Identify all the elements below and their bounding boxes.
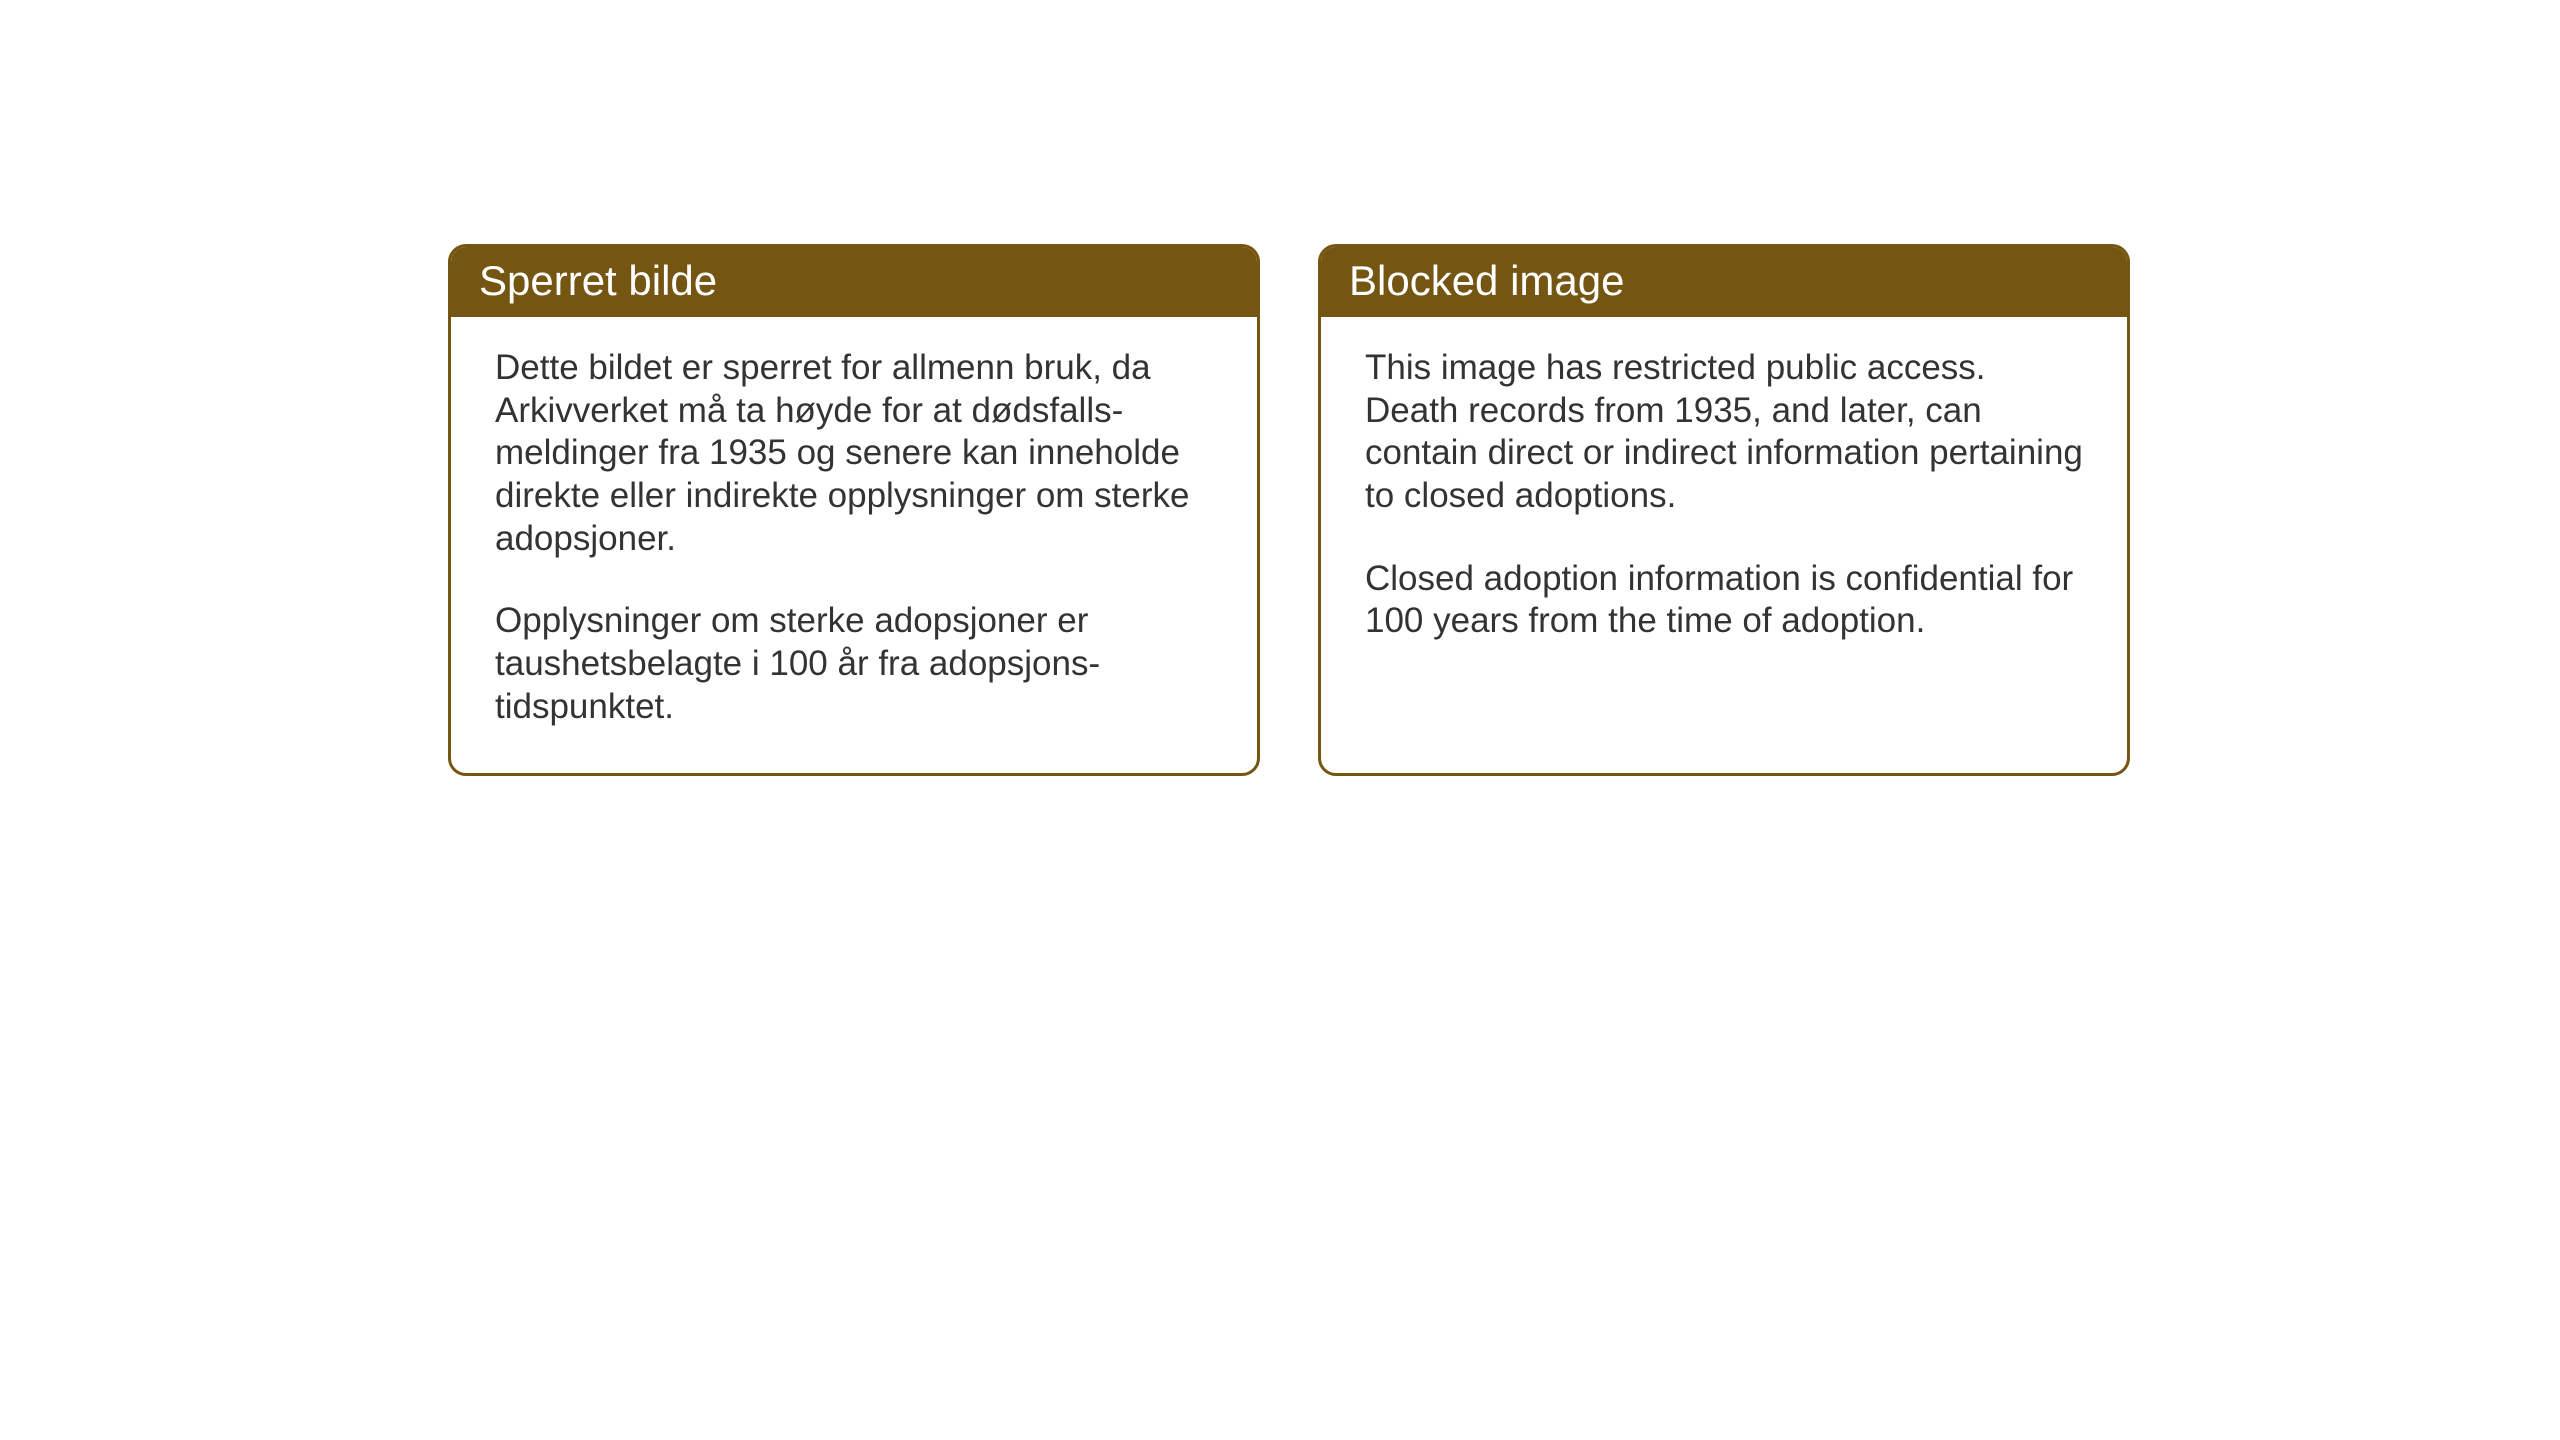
card-header-norwegian: Sperret bilde — [451, 247, 1257, 317]
card-body-norwegian: Dette bildet er sperret for allmenn bruk… — [451, 317, 1257, 773]
card-title: Blocked image — [1349, 257, 1624, 304]
notice-container: Sperret bilde Dette bildet er sperret fo… — [0, 0, 2560, 776]
notice-paragraph: Opplysninger om sterke adopsjoner er tau… — [495, 600, 1213, 728]
card-header-english: Blocked image — [1321, 247, 2127, 317]
card-body-english: This image has restricted public access.… — [1321, 317, 2127, 687]
card-title: Sperret bilde — [479, 257, 717, 304]
notice-paragraph: This image has restricted public access.… — [1365, 347, 2083, 518]
notice-paragraph: Dette bildet er sperret for allmenn bruk… — [495, 347, 1213, 560]
blocked-notice-card-english: Blocked image This image has restricted … — [1318, 244, 2130, 776]
blocked-notice-card-norwegian: Sperret bilde Dette bildet er sperret fo… — [448, 244, 1260, 776]
notice-paragraph: Closed adoption information is confident… — [1365, 558, 2083, 643]
